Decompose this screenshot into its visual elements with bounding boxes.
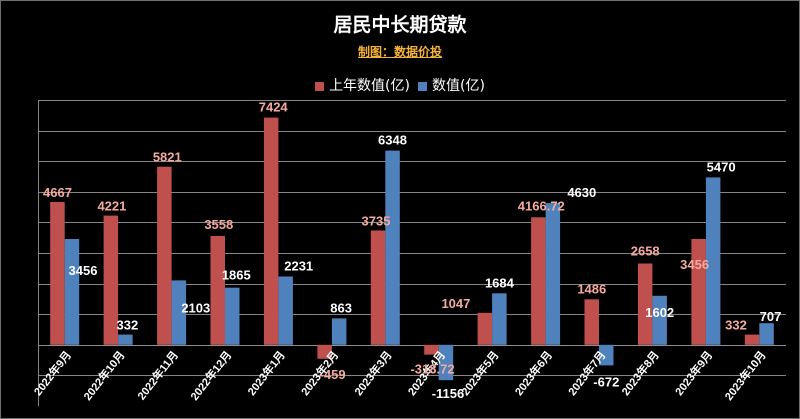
data-label-current-9: 4630 [567, 185, 596, 200]
data-label-prev-year-7: -318.72 [410, 362, 454, 377]
data-label-current-12: 5470 [707, 159, 736, 174]
bar-prev-year-3 [210, 235, 225, 345]
bar-prev-year-6 [370, 230, 386, 345]
bar-prev-year-8 [477, 312, 493, 345]
bar-prev-year-9 [531, 217, 546, 345]
data-label-prev-year-12: 3456 [680, 257, 709, 272]
bar-current-8 [492, 293, 507, 345]
bar-prev-year-2 [157, 166, 172, 345]
bar-prev-year-7 [424, 344, 439, 355]
x-tick-label-8: 2023年5月 [458, 348, 501, 398]
gridlines [38, 100, 786, 376]
bar-current-1 [118, 334, 133, 345]
data-label-current-5: 863 [330, 300, 352, 315]
data-label-prev-year-3: 3558 [204, 217, 233, 232]
bar-current-5 [331, 318, 347, 345]
x-tick-label-9: 2023年6月 [512, 348, 555, 398]
chart-subtitle-wrap: 制图：数据价投 [1, 45, 799, 59]
chart-title: 居民中长期贷款 [333, 15, 467, 36]
data-label-prev-year-11: 2658 [631, 244, 660, 259]
bar-current-2 [171, 280, 187, 345]
data-label-current-8: 1684 [485, 275, 515, 290]
data-label-prev-year-5: -459 [320, 367, 346, 382]
legend-item-current: 数值(亿) [418, 78, 485, 94]
legend-item-prev-year: 上年数值(亿) [315, 78, 410, 94]
legend-swatch-prev-year [315, 81, 325, 91]
data-label-prev-year-9: 4166.72 [518, 198, 565, 213]
bar-prev-year-11 [637, 263, 653, 345]
data-label-current-11: 1602 [645, 305, 674, 320]
data-label-current-6: 6348 [378, 133, 407, 148]
data-label-current-2: 2103 [181, 300, 210, 315]
data-label-current-13: 707 [760, 309, 782, 324]
data-label-current-3: 1865 [222, 268, 251, 283]
x-tick-label-12: 2023年9月 [672, 348, 715, 398]
data-label-prev-year-2: 5821 [153, 150, 182, 165]
data-labels-prev-year: 4667 4221 5821 3558 7424 -459 3735 -318.72 1047 4… [43, 100, 747, 382]
x-tick-label-11: 2023年8月 [618, 348, 661, 398]
bar-prev-year-13 [744, 334, 760, 345]
legend-swatch-current [418, 81, 427, 91]
bar-current-6 [385, 150, 400, 345]
legend: 上年数值(亿) 数值(亿) [1, 78, 799, 94]
data-label-current-10: -672 [593, 374, 619, 389]
bars-prev-year [50, 117, 760, 359]
data-label-current-1: 332 [117, 318, 139, 333]
bar-current-9 [545, 203, 561, 345]
bar-current-0 [64, 239, 80, 345]
bars-current [64, 150, 774, 381]
bar-current-4 [278, 276, 293, 345]
x-tick-label-0: 2022年9月 [31, 348, 74, 398]
bar-prev-year-0 [50, 202, 65, 345]
data-label-current-7: -1156 [432, 386, 465, 401]
bar-prev-year-4 [263, 117, 279, 345]
bar-current-7 [438, 344, 454, 381]
bar-current-10 [599, 344, 614, 366]
data-labels-current: 3456 332 2103 1865 2231 863 6348 -1156 1684 4630 -… [69, 133, 782, 402]
data-label-current-0: 3456 [69, 263, 98, 278]
bar-prev-year-1 [103, 215, 119, 345]
bar-prev-year-5 [317, 344, 332, 359]
bar-prev-year-12 [691, 239, 706, 345]
chart-subtitle: 制图：数据价投 [357, 45, 442, 59]
x-tick-label-6: 2023年3月 [351, 348, 394, 398]
data-label-prev-year-8: 1047 [441, 296, 470, 311]
bar-current-11 [652, 295, 667, 345]
bar-current-3 [225, 287, 240, 345]
legend-label-prev-year: 上年数值(亿) [329, 78, 410, 94]
data-label-prev-year-4: 7424 [259, 100, 289, 115]
data-label-prev-year-1: 4221 [97, 199, 126, 214]
data-label-prev-year-13: 332 [725, 318, 747, 333]
data-label-current-4: 2231 [284, 259, 313, 274]
data-label-prev-year-0: 4667 [43, 185, 72, 200]
x-tick-label-10: 2023年7月 [565, 348, 608, 398]
bar-current-12 [705, 177, 721, 345]
data-label-prev-year-6: 3735 [362, 214, 391, 229]
x-tick-label-4: 2023年1月 [244, 348, 287, 398]
legend-label-current: 数值(亿) [432, 78, 485, 94]
data-label-prev-year-10: 1486 [577, 281, 606, 296]
bar-prev-year-10 [584, 299, 599, 345]
bar-current-13 [759, 323, 774, 345]
